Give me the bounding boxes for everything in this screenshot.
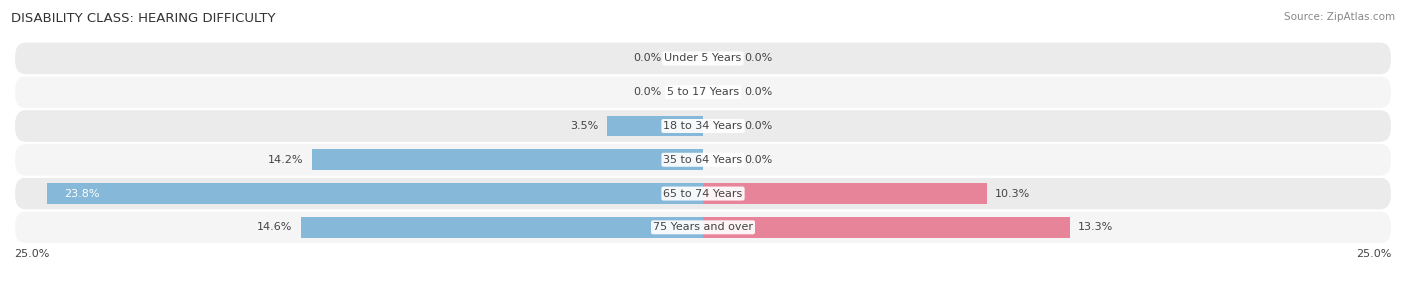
Text: 0.0%: 0.0% xyxy=(634,87,662,97)
Text: 25.0%: 25.0% xyxy=(14,249,49,259)
Text: 14.2%: 14.2% xyxy=(269,155,304,165)
Text: Source: ZipAtlas.com: Source: ZipAtlas.com xyxy=(1284,12,1395,22)
Text: 65 to 74 Years: 65 to 74 Years xyxy=(664,188,742,199)
FancyBboxPatch shape xyxy=(14,75,1392,109)
Bar xyxy=(312,149,703,170)
Text: DISABILITY CLASS: HEARING DIFFICULTY: DISABILITY CLASS: HEARING DIFFICULTY xyxy=(11,12,276,25)
Text: 18 to 34 Years: 18 to 34 Years xyxy=(664,121,742,131)
Text: 35 to 64 Years: 35 to 64 Years xyxy=(664,155,742,165)
Bar xyxy=(301,217,703,238)
Bar xyxy=(48,183,703,204)
Bar xyxy=(703,183,987,204)
Text: 13.3%: 13.3% xyxy=(1078,222,1114,232)
FancyBboxPatch shape xyxy=(14,177,1392,210)
Text: 23.8%: 23.8% xyxy=(63,188,100,199)
Bar xyxy=(703,217,1070,238)
FancyBboxPatch shape xyxy=(14,109,1392,143)
Text: 5 to 17 Years: 5 to 17 Years xyxy=(666,87,740,97)
Text: 75 Years and over: 75 Years and over xyxy=(652,222,754,232)
Text: 10.3%: 10.3% xyxy=(995,188,1031,199)
Text: 0.0%: 0.0% xyxy=(744,155,772,165)
Text: Under 5 Years: Under 5 Years xyxy=(665,54,741,64)
Text: 0.0%: 0.0% xyxy=(744,87,772,97)
Bar xyxy=(606,116,703,136)
Text: 3.5%: 3.5% xyxy=(569,121,599,131)
Text: 0.0%: 0.0% xyxy=(744,54,772,64)
FancyBboxPatch shape xyxy=(14,143,1392,177)
Text: 0.0%: 0.0% xyxy=(744,121,772,131)
Text: 14.6%: 14.6% xyxy=(257,222,292,232)
Text: 25.0%: 25.0% xyxy=(1357,249,1392,259)
FancyBboxPatch shape xyxy=(14,210,1392,244)
FancyBboxPatch shape xyxy=(14,42,1392,75)
Text: 0.0%: 0.0% xyxy=(634,54,662,64)
